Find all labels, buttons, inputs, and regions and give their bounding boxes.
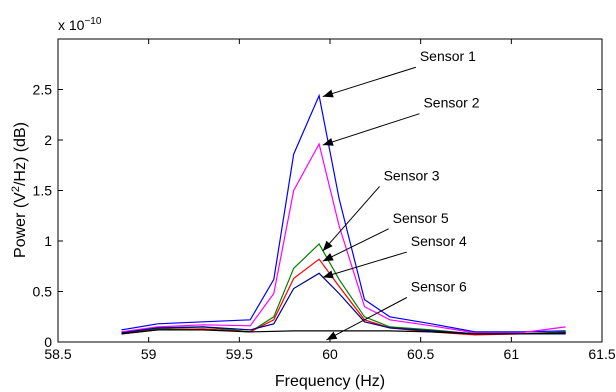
x-tick-label: 61 bbox=[504, 346, 520, 362]
annotation-label: Sensor 2 bbox=[423, 95, 479, 111]
x-tick-label: 60.5 bbox=[407, 346, 434, 362]
annotation-arrowhead bbox=[322, 89, 334, 98]
series-line-sensor-6 bbox=[121, 329, 566, 335]
y-tick-label: 0.5 bbox=[33, 284, 53, 300]
annotation-arrowhead bbox=[326, 331, 338, 340]
annotation-label: Sensor 6 bbox=[411, 279, 467, 295]
annotation-arrow-line bbox=[322, 251, 407, 278]
annotation-label: Sensor 4 bbox=[411, 233, 467, 249]
y-multiplier: x 10−10 bbox=[58, 16, 102, 33]
annotation-arrow-line bbox=[322, 186, 380, 252]
x-axis-label: Frequency (Hz) bbox=[275, 373, 385, 390]
series-line-sensor-1 bbox=[121, 93, 566, 333]
annotation-arrow-line bbox=[326, 297, 408, 341]
annotation-arrow-line bbox=[322, 113, 420, 146]
x-tick-label: 59 bbox=[141, 346, 157, 362]
annotation-arrowhead bbox=[322, 253, 334, 262]
x-tick-label: 59.5 bbox=[226, 346, 253, 362]
y-tick-label: 1 bbox=[44, 233, 52, 249]
annotation-arrowhead bbox=[322, 240, 333, 252]
y-tick-label: 2 bbox=[44, 132, 52, 148]
annotation-arrowhead bbox=[322, 270, 334, 279]
annotation-label: Sensor 5 bbox=[393, 210, 449, 226]
y-tick-label: 1.5 bbox=[33, 183, 53, 199]
annotation-label: Sensor 3 bbox=[384, 167, 440, 183]
annotation-arrow-line bbox=[322, 228, 389, 262]
x-tick-label: 58.5 bbox=[44, 346, 71, 362]
y-tick-label: 2.5 bbox=[33, 82, 53, 98]
series-line-sensor-2 bbox=[121, 142, 566, 334]
x-tick-label: 61.5 bbox=[588, 346, 615, 362]
annotation-label: Sensor 1 bbox=[420, 48, 476, 64]
annotation-arrow-line bbox=[322, 66, 417, 98]
annotation-arrowhead bbox=[322, 138, 334, 146]
y-tick-label: 0 bbox=[44, 334, 52, 350]
x-tick-label: 60 bbox=[322, 346, 338, 362]
y-axis-label: Power (V2/Hz) (dB) bbox=[10, 122, 29, 258]
